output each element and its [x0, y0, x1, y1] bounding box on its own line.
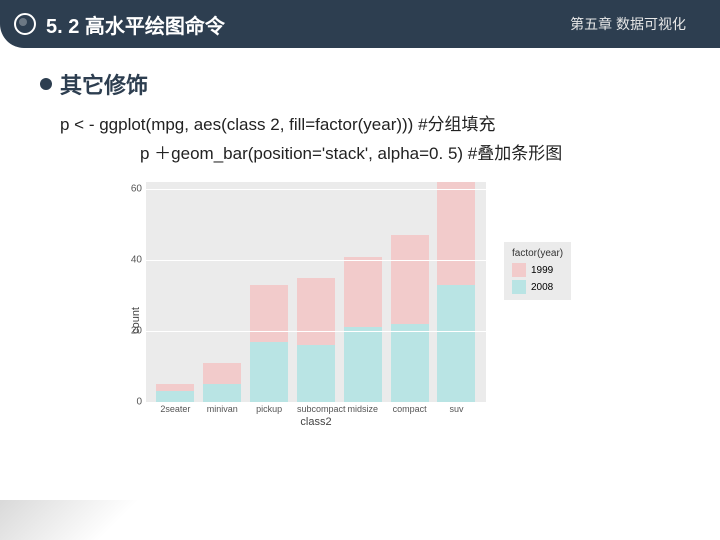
bar-segment [344, 327, 382, 402]
x-tick: 2seater [156, 404, 194, 414]
content-area: 其它修饰 p < - ggplot(mpg, aes(class 2, fill… [0, 48, 720, 428]
code-line-1: p < - ggplot(mpg, aes(class 2, fill=fact… [60, 110, 680, 135]
bar-column [250, 182, 288, 402]
bar-segment [297, 278, 335, 345]
x-tick: subcompact [297, 404, 335, 414]
bar-column [156, 182, 194, 402]
x-tick: midsize [344, 404, 382, 414]
x-tick: pickup [250, 404, 288, 414]
bullet-icon [40, 78, 52, 90]
bar-column [344, 182, 382, 402]
legend: factor(year) 1999 2008 [504, 242, 571, 300]
bar-column [297, 182, 335, 402]
y-tick: 20 [131, 326, 146, 337]
globe-icon [14, 13, 36, 35]
code-line-2: p ＋geom_bar(position='stack', alpha=0. 5… [140, 139, 680, 164]
bar-column [391, 182, 429, 402]
bar-segment [391, 235, 429, 324]
bar-segment [437, 182, 475, 285]
y-tick: 60 [131, 184, 146, 195]
plot-area: 0204060 2seater minivan pickup subcompact mi… [146, 182, 486, 428]
slide-header: 5. 2 高水平绘图命令 第五章 数据可视化 [0, 0, 720, 48]
legend-title: factor(year) [512, 248, 563, 259]
legend-item: 2008 [512, 280, 563, 294]
gridline [146, 260, 486, 261]
x-tick: minivan [203, 404, 241, 414]
gridline [146, 189, 486, 190]
section-title: 5. 2 高水平绘图命令 [46, 10, 570, 39]
bar-segment [250, 285, 288, 342]
gridline [146, 331, 486, 332]
y-tick: 40 [131, 255, 146, 266]
x-tick-row: 2seater minivan pickup subcompact midsize com… [146, 402, 486, 414]
y-tick: 0 [136, 397, 146, 408]
bar-segment [437, 285, 475, 402]
plot-panel: 0204060 [146, 182, 486, 402]
legend-label: 1999 [531, 265, 553, 276]
x-axis-label: class2 [146, 416, 486, 428]
chart-container: count 0204060 2seaterminivanpickupsubcom… [130, 182, 680, 428]
bars-row [146, 182, 486, 402]
bar-segment [156, 391, 194, 402]
bar-segment [250, 342, 288, 402]
bar-column [437, 182, 475, 402]
x-tick: compact [391, 404, 429, 414]
bar-segment [203, 363, 241, 384]
legend-label: 2008 [531, 282, 553, 293]
bar-segment [297, 345, 335, 402]
legend-swatch [512, 263, 526, 277]
bullet-text: 其它修饰 [60, 68, 148, 100]
x-tick: suv [437, 404, 475, 414]
footer-shadow [0, 500, 160, 540]
chapter-label: 第五章 数据可视化 [570, 14, 686, 34]
legend-item: 1999 [512, 263, 563, 277]
bar-segment [156, 384, 194, 391]
legend-swatch [512, 280, 526, 294]
bar-segment [391, 324, 429, 402]
bar-column [203, 182, 241, 402]
bullet-row: 其它修饰 [40, 68, 680, 100]
gridline [146, 402, 486, 403]
bar-segment [344, 257, 382, 328]
bar-segment [203, 384, 241, 402]
